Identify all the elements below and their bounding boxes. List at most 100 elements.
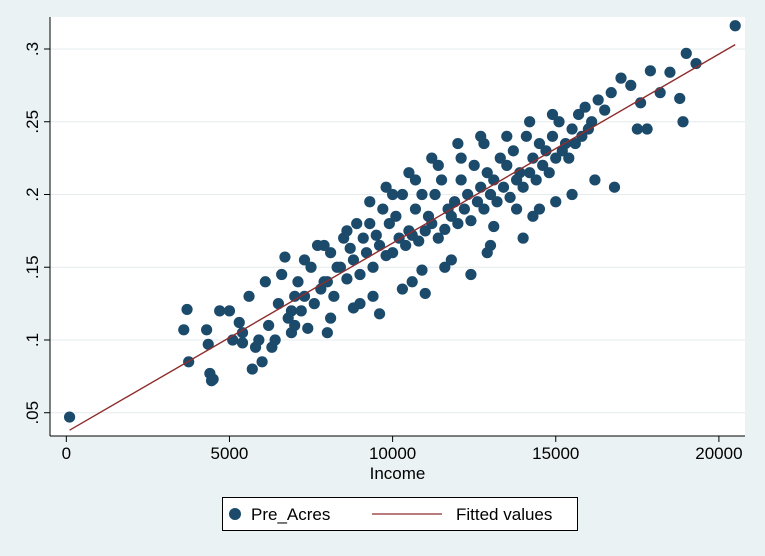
data-point bbox=[471, 196, 484, 208]
data-point bbox=[677, 116, 689, 128]
data-point bbox=[465, 215, 477, 227]
data-point bbox=[553, 116, 565, 128]
data-point bbox=[537, 159, 549, 171]
data-point bbox=[364, 196, 376, 208]
x-axis-title: Income bbox=[370, 464, 426, 483]
data-point bbox=[256, 356, 268, 368]
data-point bbox=[416, 188, 428, 201]
data-point bbox=[387, 247, 399, 259]
data-point bbox=[569, 137, 581, 150]
data-point bbox=[201, 324, 213, 336]
data-point bbox=[455, 174, 467, 186]
data-point bbox=[214, 305, 226, 317]
data-point bbox=[501, 159, 513, 171]
x-tick-label-0: 0 bbox=[62, 444, 71, 463]
data-point bbox=[207, 373, 219, 385]
data-point bbox=[419, 225, 431, 237]
plot-area bbox=[50, 17, 745, 436]
data-point bbox=[344, 242, 356, 254]
data-point bbox=[468, 159, 480, 171]
data-point bbox=[546, 130, 559, 142]
data-point bbox=[432, 159, 444, 171]
x-tick-label-3: 15000 bbox=[532, 444, 579, 463]
data-point bbox=[462, 188, 474, 201]
data-point bbox=[439, 261, 451, 273]
data-point bbox=[178, 324, 190, 336]
data-point bbox=[364, 217, 376, 230]
data-point bbox=[494, 152, 506, 164]
data-point bbox=[439, 223, 451, 236]
data-point bbox=[501, 130, 513, 142]
data-point bbox=[289, 319, 301, 332]
data-point bbox=[416, 264, 428, 276]
data-point bbox=[373, 308, 386, 320]
data-point bbox=[202, 338, 214, 350]
data-point bbox=[452, 217, 464, 230]
data-point bbox=[543, 167, 555, 179]
data-point bbox=[572, 108, 585, 121]
data-point bbox=[458, 203, 470, 215]
data-point bbox=[634, 97, 647, 109]
data-point bbox=[272, 298, 285, 310]
data-point bbox=[481, 167, 493, 179]
data-point bbox=[527, 210, 539, 222]
legend-label-pre-acres: Pre_Acres bbox=[251, 505, 330, 524]
data-point bbox=[540, 145, 552, 157]
data-point bbox=[556, 145, 568, 157]
data-point bbox=[625, 79, 637, 91]
data-point bbox=[282, 312, 294, 324]
data-point bbox=[550, 196, 562, 208]
data-point bbox=[321, 327, 333, 339]
data-point bbox=[249, 341, 262, 353]
data-point bbox=[475, 130, 487, 142]
data-point bbox=[377, 203, 389, 215]
data-point bbox=[445, 210, 457, 222]
data-point bbox=[517, 232, 529, 244]
x-tick-label-1: 5000 bbox=[211, 444, 249, 463]
data-point bbox=[347, 254, 360, 266]
data-point bbox=[445, 254, 457, 266]
data-point bbox=[233, 316, 245, 329]
y-tick-label-4: .25 bbox=[23, 110, 42, 134]
data-point bbox=[631, 123, 643, 135]
legend-marker-pre-acres bbox=[229, 508, 241, 520]
data-point bbox=[367, 261, 379, 273]
data-point bbox=[390, 210, 402, 222]
data-point bbox=[325, 247, 337, 259]
data-point bbox=[181, 303, 193, 316]
data-point bbox=[236, 327, 249, 339]
data-point bbox=[530, 174, 542, 186]
data-point bbox=[334, 261, 346, 273]
data-point bbox=[380, 181, 392, 193]
data-point bbox=[455, 152, 467, 164]
data-point bbox=[289, 290, 301, 302]
data-point bbox=[373, 239, 386, 252]
scatter-points bbox=[63, 20, 741, 423]
data-point bbox=[400, 239, 412, 252]
data-point bbox=[546, 108, 559, 121]
data-point bbox=[276, 268, 288, 281]
x-tick-labels: 0 5000 10000 15000 20000 bbox=[62, 444, 743, 463]
data-point bbox=[263, 319, 275, 332]
data-point bbox=[605, 87, 617, 99]
data-point bbox=[680, 47, 692, 59]
data-point bbox=[305, 261, 317, 273]
data-point bbox=[341, 225, 353, 237]
legend-label-fitted-values: Fitted values bbox=[456, 505, 552, 524]
data-point bbox=[641, 123, 653, 135]
data-point bbox=[426, 152, 438, 164]
data-point bbox=[576, 130, 588, 142]
x-tick-label-2: 10000 bbox=[369, 444, 416, 463]
data-point bbox=[298, 254, 311, 266]
data-point bbox=[383, 217, 395, 230]
data-point bbox=[295, 305, 307, 317]
data-point bbox=[63, 411, 76, 423]
data-point bbox=[360, 247, 373, 259]
fitted-line bbox=[69, 44, 736, 431]
data-point bbox=[347, 302, 360, 314]
data-point bbox=[599, 104, 611, 116]
data-point bbox=[520, 130, 532, 142]
data-point bbox=[524, 116, 536, 128]
data-point bbox=[452, 137, 464, 150]
data-point bbox=[298, 290, 311, 302]
